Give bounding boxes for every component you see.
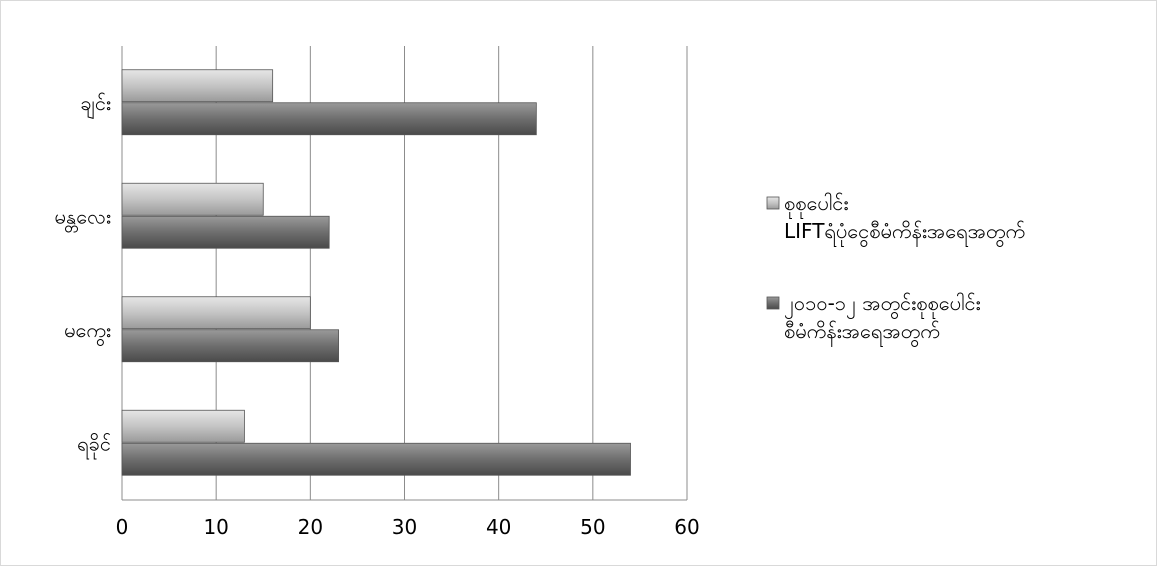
- legend-label: စုစုပေါင်း: [784, 191, 848, 219]
- category-label: ချင်း: [80, 91, 111, 119]
- bar-total-projects-2: [121, 329, 339, 363]
- bar-lift-funded-1: [121, 182, 264, 216]
- bar-lift-funded-2: [121, 296, 311, 330]
- x-tick-label: 20: [298, 515, 323, 539]
- x-tick-label: 40: [486, 515, 511, 539]
- legend-label: ၂၀၁၀-၁၂ အတွင်းစုစုပေါင်း: [784, 291, 981, 319]
- x-tick-label: 60: [674, 515, 699, 539]
- bar-total-projects-3: [121, 442, 631, 476]
- axes: 0 10 20 30 40 50 60 ချင်းမန္တလေးမကွေးရခိုင်: [55, 91, 700, 539]
- legend: စုစုပေါင်းLIFTရံပုံငွေစီမံကိန်းအရေအတွက်၂…: [766, 191, 1025, 347]
- category-label: မကွေး: [64, 318, 111, 346]
- bar-total-projects-0: [121, 102, 537, 136]
- bar-lift-funded-0: [121, 69, 274, 103]
- x-tick-label: 50: [580, 515, 605, 539]
- legend-swatch-total-projects: [766, 296, 780, 310]
- x-tick-label: 30: [392, 515, 417, 539]
- bars: [121, 69, 631, 476]
- bar-lift-funded-3: [121, 409, 245, 443]
- x-tick-label: 0: [116, 515, 129, 539]
- category-label: မန္တလေး: [55, 204, 111, 232]
- legend-swatch-lift-funded: [766, 196, 780, 210]
- legend-label: စီမံကိန်းအရေအတွက်: [784, 319, 940, 347]
- category-label: ရခိုင်: [77, 431, 111, 459]
- x-tick-label: 10: [203, 515, 228, 539]
- legend-label: LIFTရံပုံငွေစီမံကိန်းအရေအတွက်: [784, 219, 1025, 247]
- bar-total-projects-1: [121, 215, 330, 249]
